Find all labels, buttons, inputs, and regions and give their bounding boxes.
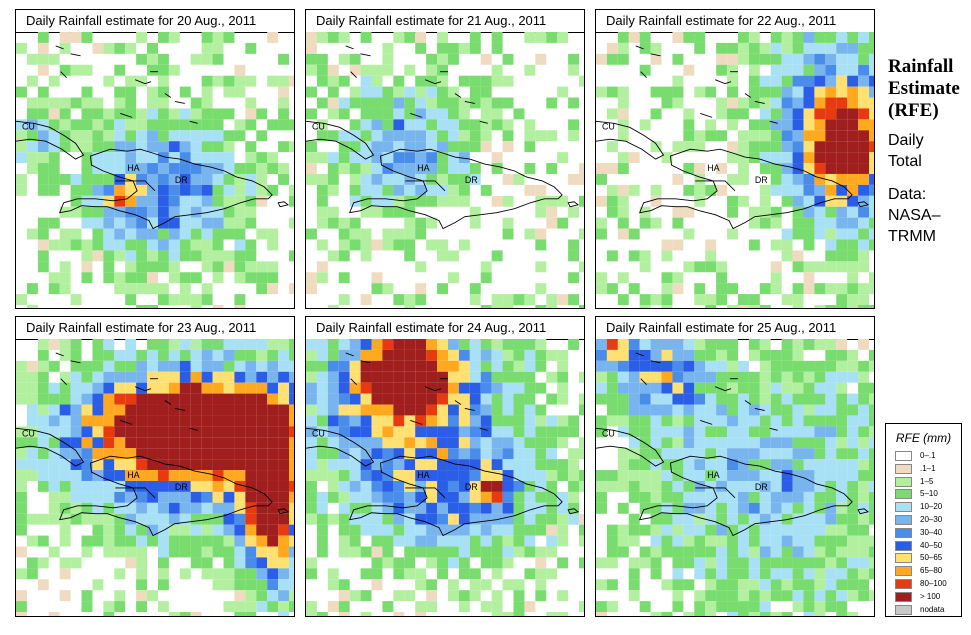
legend-swatch xyxy=(895,553,912,564)
country-label-dr: DR xyxy=(755,482,768,492)
legend-label: 10–20 xyxy=(920,502,943,512)
legend-label: 5–10 xyxy=(920,489,938,499)
panel-title: Daily Rainfall estimate for 22 Aug., 201… xyxy=(596,10,874,33)
legend-swatch xyxy=(895,502,912,513)
heading-line: (RFE) xyxy=(888,100,939,121)
country-label-dr: DR xyxy=(755,175,768,185)
legend-label: nodata xyxy=(920,604,945,614)
country-label-cu: CU xyxy=(22,428,35,438)
legend-label: 40–50 xyxy=(920,540,943,550)
rainfall-map: CU HA DR xyxy=(306,32,584,308)
coastline xyxy=(596,45,870,230)
map-panel-aug24: Daily Rainfall estimate for 24 Aug., 201… xyxy=(305,316,585,617)
country-label-ha: HA xyxy=(417,470,429,480)
legend-swatch xyxy=(895,463,912,474)
rainfall-grid xyxy=(596,32,874,308)
rainfall-map: CU HA DR xyxy=(306,339,584,616)
total-label: Total xyxy=(888,153,922,170)
country-label-cu: CU xyxy=(602,428,615,438)
legend-swatch xyxy=(895,591,912,602)
panel-title: Daily Rainfall estimate for 20 Aug., 201… xyxy=(16,10,294,33)
rainfall-grid xyxy=(596,339,874,616)
rainfall-map: CU HA DR xyxy=(16,339,294,616)
heading-line: Estimate xyxy=(888,78,960,99)
legend-swatch xyxy=(895,566,912,577)
coastline xyxy=(16,45,290,230)
country-label-dr: DR xyxy=(175,175,188,185)
side-info: Rainfall Estimate (RFE) Daily Total Data… xyxy=(888,56,968,247)
country-label-ha: HA xyxy=(127,470,139,480)
rainfall-map: CU HA DR xyxy=(596,32,874,308)
rainfall-grid xyxy=(16,339,294,616)
map-panel-aug22: Daily Rainfall estimate for 22 Aug., 201… xyxy=(595,9,875,309)
map-panel-aug23: Daily Rainfall estimate for 23 Aug., 201… xyxy=(15,316,295,617)
country-label-cu: CU xyxy=(602,121,615,131)
panel-title: Daily Rainfall estimate for 24 Aug., 201… xyxy=(306,317,584,340)
legend-swatch xyxy=(895,540,912,551)
legend-swatch xyxy=(895,451,912,461)
legend-swatch xyxy=(895,476,912,487)
country-label-ha: HA xyxy=(127,163,139,173)
data-label: Data: xyxy=(888,186,927,203)
legend-swatch xyxy=(895,515,912,525)
legend-label: .1–1 xyxy=(920,463,936,473)
legend-swatch xyxy=(895,579,912,589)
legend-swatch xyxy=(895,604,912,615)
source-label: NASA– xyxy=(888,207,941,224)
country-label-dr: DR xyxy=(175,482,188,492)
legend: RFE (mm) 0–.1 .1–1 1–5 5–10 10–20 20–30 30–40 4… xyxy=(885,423,962,617)
legend-label: 1–5 xyxy=(920,476,934,486)
legend-swatch xyxy=(895,527,912,538)
legend-label: 30–40 xyxy=(920,527,943,537)
legend-swatch xyxy=(895,489,912,500)
coastline xyxy=(16,352,290,537)
legend-label: 20–30 xyxy=(920,515,943,524)
rainfall-grid xyxy=(306,32,584,308)
daily-label: Daily xyxy=(888,132,924,149)
panel-title: Daily Rainfall estimate for 21 Aug., 201… xyxy=(306,10,584,33)
country-label-dr: DR xyxy=(465,482,478,492)
rainfall-map: CU HA DR xyxy=(16,32,294,308)
country-label-ha: HA xyxy=(417,163,429,173)
legend-label: 50–65 xyxy=(920,553,943,563)
legend-label: > 100 xyxy=(920,591,941,601)
source-label: TRMM xyxy=(888,228,936,245)
country-label-cu: CU xyxy=(312,428,325,438)
panel-title: Daily Rainfall estimate for 23 Aug., 201… xyxy=(16,317,294,340)
coastline xyxy=(596,352,870,537)
country-label-cu: CU xyxy=(22,121,35,131)
heading-line: Rainfall xyxy=(888,56,954,77)
country-label-ha: HA xyxy=(707,470,719,480)
legend-label: 80–100 xyxy=(920,579,947,588)
coastline xyxy=(306,45,580,230)
map-panel-aug21: Daily Rainfall estimate for 21 Aug., 201… xyxy=(305,9,585,309)
rainfall-grid xyxy=(306,339,584,616)
panel-title: Daily Rainfall estimate for 25 Aug., 201… xyxy=(596,317,874,340)
legend-label: 0–.1 xyxy=(920,451,936,460)
rainfall-grid xyxy=(16,32,294,308)
country-label-ha: HA xyxy=(707,163,719,173)
country-label-cu: CU xyxy=(312,121,325,131)
map-panel-aug25: Daily Rainfall estimate for 25 Aug., 201… xyxy=(595,316,875,617)
rainfall-map: CU HA DR xyxy=(596,339,874,616)
legend-label: 65–80 xyxy=(920,566,943,576)
legend-title: RFE (mm) xyxy=(895,431,952,445)
coastline xyxy=(306,352,580,537)
map-panel-aug20: Daily Rainfall estimate for 20 Aug., 201… xyxy=(15,9,295,309)
country-label-dr: DR xyxy=(465,175,478,185)
